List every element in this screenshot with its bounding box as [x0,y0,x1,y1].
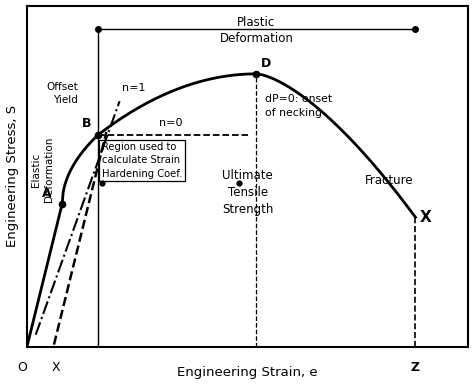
Text: dP=0: onset
of necking: dP=0: onset of necking [265,94,332,117]
Text: O: O [18,361,27,374]
Text: X: X [51,361,60,374]
Text: Z: Z [411,361,420,374]
X-axis label: Engineering Strain, e: Engineering Strain, e [177,367,318,380]
Text: n=0: n=0 [159,119,183,129]
Text: A: A [42,187,51,200]
Text: Region used to
calculate Strain
Hardening Coef.: Region used to calculate Strain Hardenin… [102,142,182,179]
Text: X: X [420,210,432,225]
Text: D: D [261,57,271,70]
Text: B: B [82,117,91,130]
Text: n=1: n=1 [122,82,146,92]
Text: Plastic
Deformation: Plastic Deformation [219,16,293,45]
Text: Offset
Yield: Offset Yield [46,82,78,105]
Text: Elastic
Deformation: Elastic Deformation [31,137,54,202]
Y-axis label: Engineering Stress, S: Engineering Stress, S [6,105,18,247]
Text: Ultimate
Tensile
Strength: Ultimate Tensile Strength [222,169,273,216]
Text: Fracture: Fracture [365,174,413,186]
